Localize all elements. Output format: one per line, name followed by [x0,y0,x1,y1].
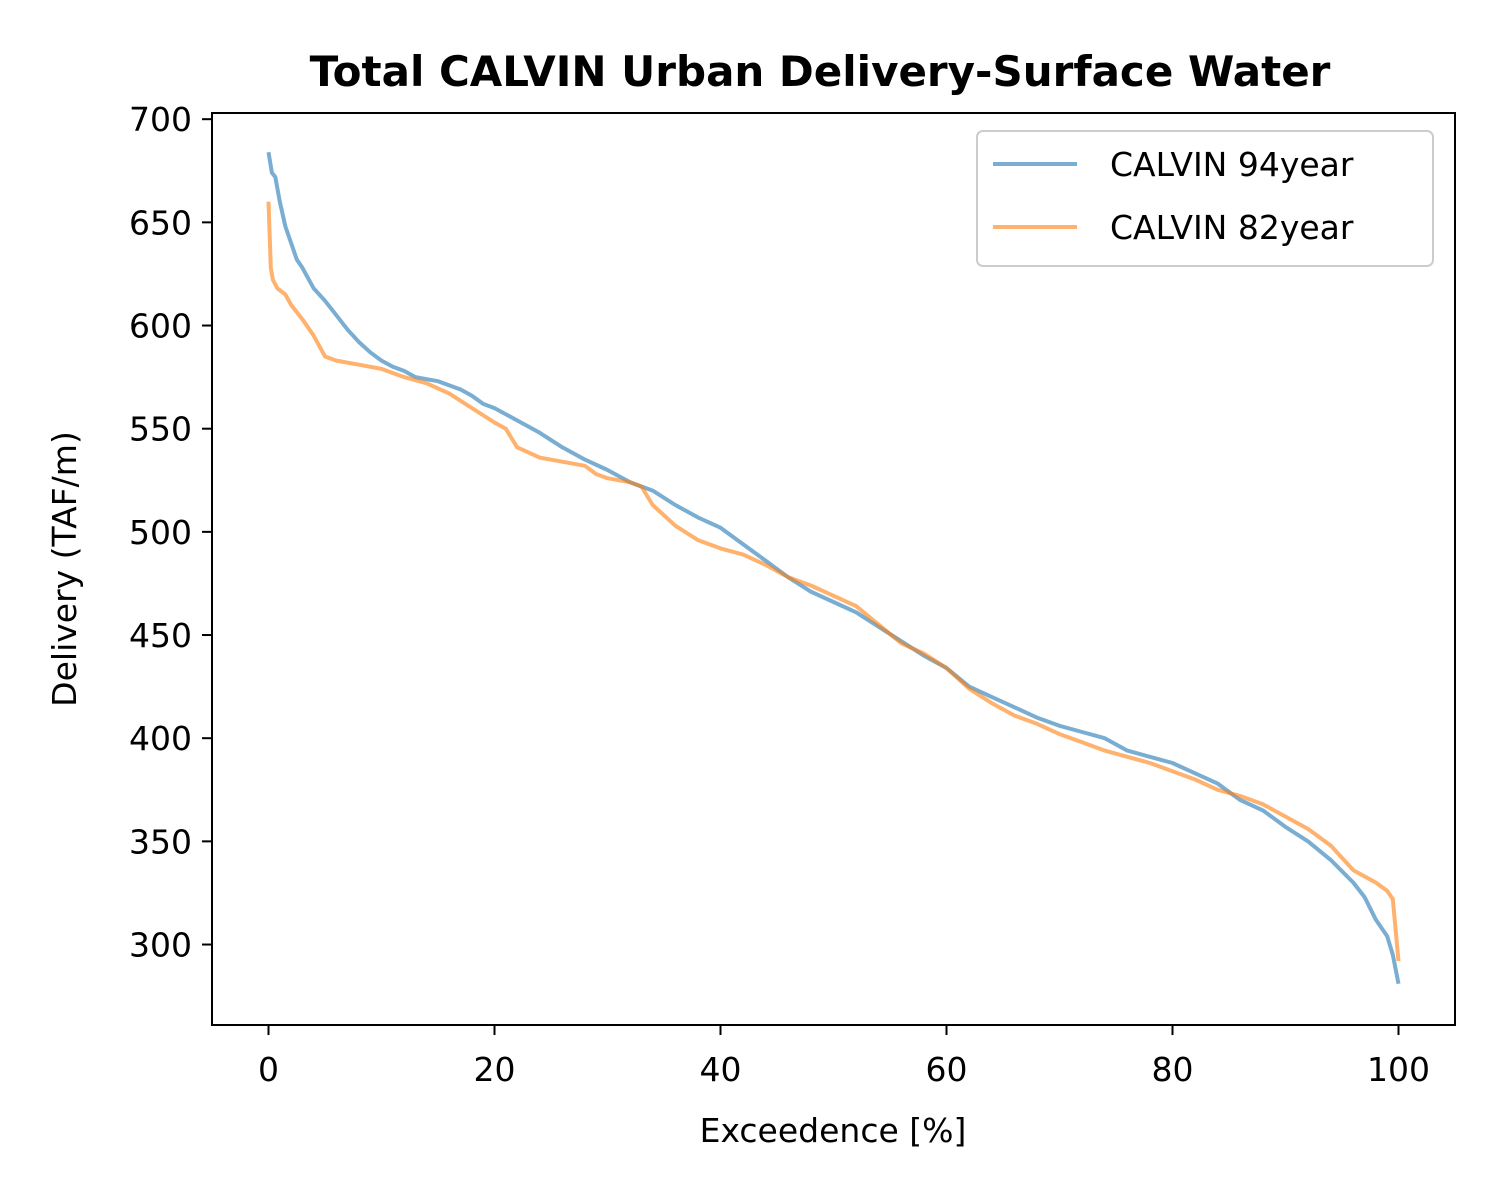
y-tick-label: 350 [129,822,192,861]
y-tick-label: 550 [129,410,192,449]
x-tick-label: 0 [258,1050,279,1089]
x-tick-label: 40 [700,1050,742,1089]
x-tick-label: 20 [474,1050,516,1089]
y-tick-label: 300 [129,926,192,965]
y-tick-label: 450 [129,616,192,655]
y-tick-label: 500 [129,513,192,552]
y-axis-label: Delivery (TAF/m) [45,431,84,707]
series-line-calvin-94year [266,151,1401,985]
series-line-calvin-82year [266,201,1401,962]
y-tick-label: 400 [129,719,192,758]
x-tick-label: 80 [1152,1050,1194,1089]
y-axis: 300 350 400 450 500 550 600 650 700 [129,100,212,965]
legend: CALVIN 94year CALVIN 82year [976,130,1434,267]
plot-frame [211,112,1456,1026]
x-tick-label: 60 [926,1050,968,1089]
x-axis-label: Exceedence [%] [700,1111,967,1150]
x-axis: 0 20 40 60 80 100 [258,1025,1430,1089]
x-tick-label: 100 [1367,1050,1430,1089]
y-tick-label: 700 [129,100,192,139]
legend-label-calvin-82year: CALVIN 82year [1110,208,1354,247]
y-tick-label: 650 [129,203,192,242]
y-tick-label: 600 [129,307,192,346]
series-layer [266,151,1401,985]
legend-box [976,130,1434,267]
chart-title: Total CALVIN Urban Delivery-Surface Wate… [310,47,1331,96]
legend-label-calvin-94year: CALVIN 94year [1110,145,1354,184]
